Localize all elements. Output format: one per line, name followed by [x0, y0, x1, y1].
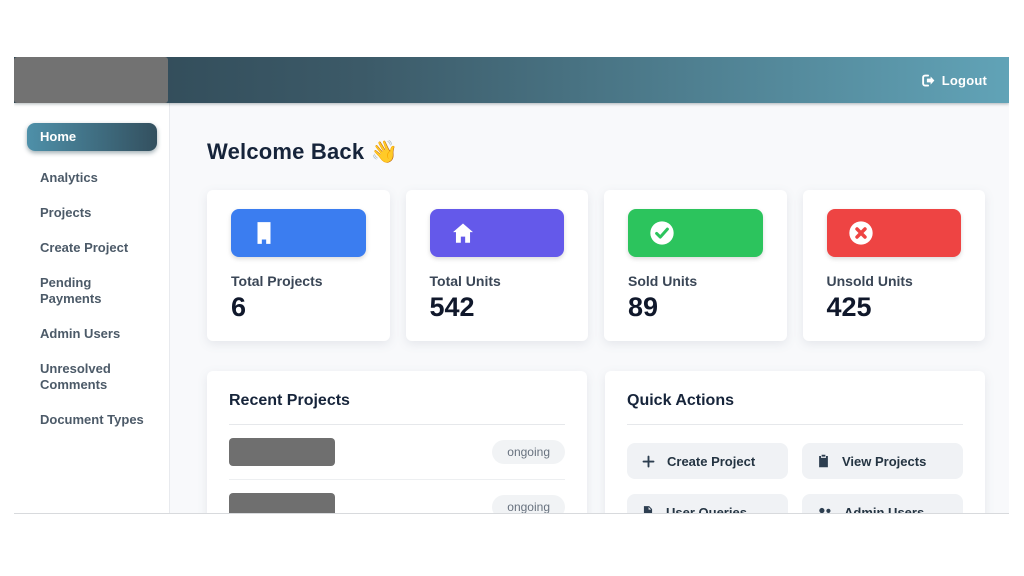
view-projects-button[interactable]: View Projects — [802, 443, 963, 479]
button-label: Admin Users — [844, 504, 925, 514]
logout-button[interactable]: Logout — [914, 72, 993, 89]
check-circle-icon — [628, 209, 763, 257]
recent-projects-panel: Recent Projects ongoing ongoing — [207, 371, 587, 513]
sidebar-item-home[interactable]: Home — [27, 123, 157, 151]
panel-title: Recent Projects — [229, 392, 350, 409]
quick-actions-grid: Create Project View Projects User — [627, 443, 963, 514]
status-badge: ongoing — [492, 440, 565, 464]
button-label: View Projects — [842, 453, 927, 469]
sidebar-item-document-types[interactable]: Document Types — [40, 412, 144, 427]
x-circle-icon — [826, 209, 961, 257]
divider — [627, 424, 963, 425]
divider — [229, 424, 565, 425]
sidebar-item-pending-payments[interactable]: Pending Payments — [40, 275, 102, 306]
app-logo-redacted — [14, 57, 168, 103]
stat-label: Sold Units — [628, 273, 698, 289]
plus-icon — [642, 455, 655, 467]
sidebar-item-admin-users[interactable]: Admin Users — [40, 326, 121, 341]
list-item[interactable]: ongoing — [229, 480, 565, 513]
panel-title: Quick Actions — [627, 392, 734, 409]
stat-value: 6 — [231, 292, 247, 322]
user-queries-button[interactable]: User Queries — [627, 494, 788, 514]
status-badge: ongoing — [492, 495, 565, 513]
sidebar-item-projects[interactable]: Projects — [40, 205, 92, 220]
sidebar-item-create-project[interactable]: Create Project — [40, 240, 129, 255]
button-label: Create Project — [667, 453, 756, 469]
sidebar-item-unresolved-comments[interactable]: Unresolved Comments — [40, 361, 111, 392]
clipboard-check-icon — [819, 454, 828, 468]
page-title: Welcome Back 👋 — [207, 139, 399, 164]
stat-label: Total Projects — [231, 273, 323, 289]
building-icon — [231, 209, 366, 257]
file-icon — [643, 506, 653, 513]
stat-value: 542 — [429, 292, 475, 322]
stat-card-unsold-units: Unsold Units 425 — [802, 190, 985, 341]
users-icon — [819, 507, 831, 513]
create-project-button[interactable]: Create Project — [627, 443, 788, 479]
logout-icon — [920, 73, 935, 88]
stat-card-sold-units: Sold Units 89 — [604, 190, 787, 341]
sidebar-item-analytics[interactable]: Analytics — [40, 170, 98, 185]
app-window: Logout Home Analytics Projects Create Pr… — [14, 57, 1009, 514]
project-name-redacted — [229, 493, 335, 513]
quick-actions-panel: Quick Actions Create Project — [605, 371, 985, 514]
stats-row: Total Projects 6 Total Units 542 — [207, 190, 985, 341]
home-icon — [429, 209, 564, 257]
button-label: User Queries — [666, 504, 747, 514]
stat-label: Unsold Units — [826, 273, 913, 289]
panels-row: Recent Projects ongoing ongoing Quick Ac… — [207, 371, 985, 514]
stat-value: 89 — [628, 292, 659, 322]
list-item[interactable]: ongoing — [229, 425, 565, 480]
admin-users-button[interactable]: Admin Users — [802, 494, 963, 514]
top-header-bar: Logout — [14, 57, 1009, 103]
sidebar-nav: Home Analytics Projects Create Project P… — [14, 103, 170, 513]
logout-label: Logout — [941, 72, 987, 88]
stat-card-total-units: Total Units 542 — [405, 190, 588, 341]
stat-label: Total Units — [429, 273, 501, 289]
main-content: Welcome Back 👋 Total Projects 6 Tot — [170, 103, 1009, 514]
stat-value: 425 — [826, 292, 872, 322]
stat-card-total-projects: Total Projects 6 — [207, 190, 390, 341]
project-name-redacted — [229, 438, 335, 466]
